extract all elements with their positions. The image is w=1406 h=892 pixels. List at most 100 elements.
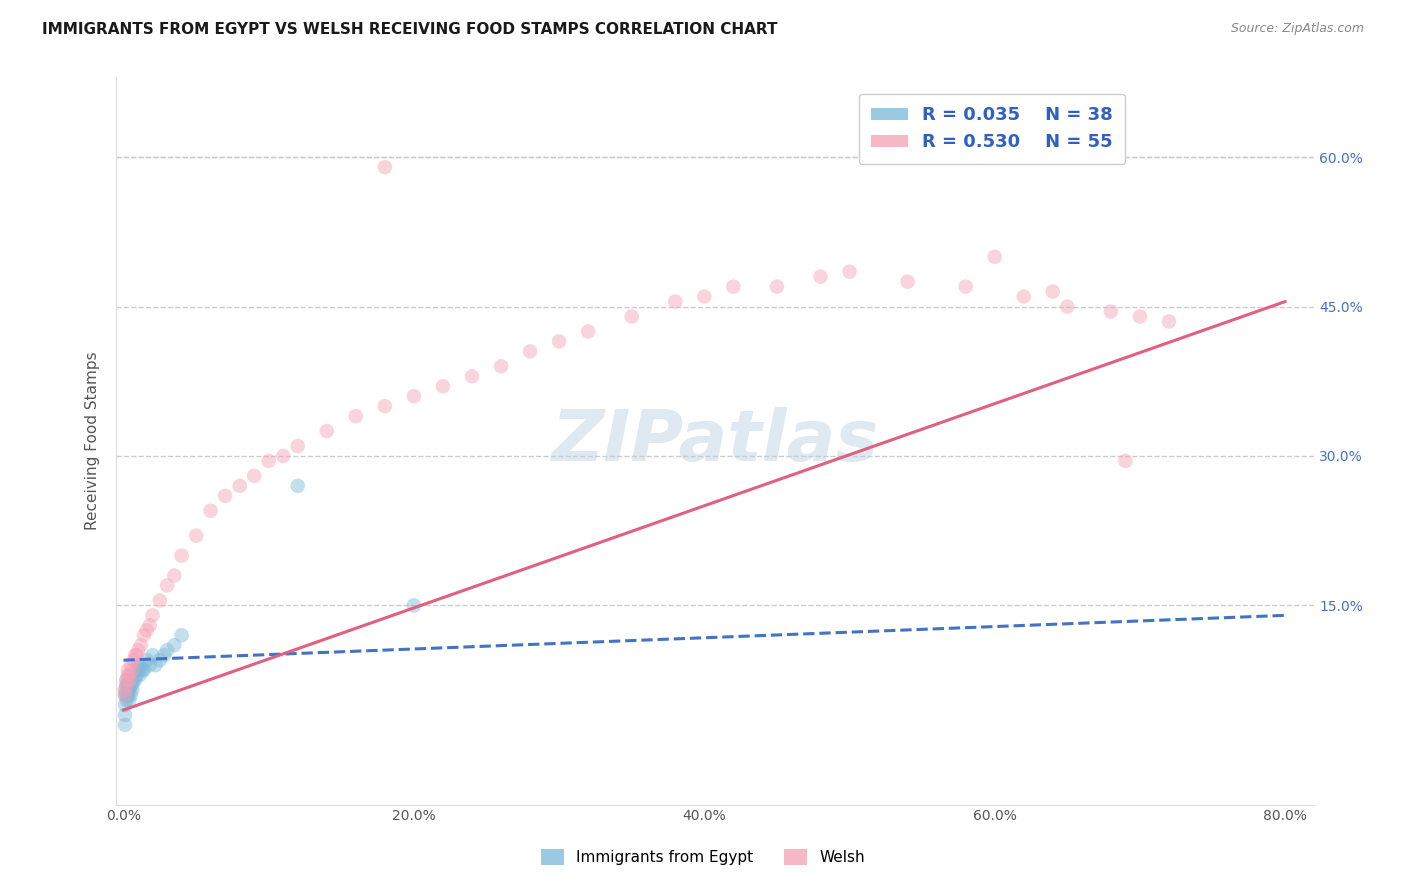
Point — [122, 673, 145, 687]
Point — [315, 424, 337, 438]
Point — [374, 160, 396, 174]
Point — [138, 618, 160, 632]
Point — [983, 250, 1005, 264]
Point — [1056, 300, 1078, 314]
Point — [163, 638, 186, 652]
Point — [156, 643, 179, 657]
Point — [121, 663, 143, 677]
Point — [124, 648, 146, 663]
Point — [135, 624, 157, 638]
Point — [114, 683, 136, 698]
Point — [170, 549, 193, 563]
Point — [115, 688, 138, 702]
Point — [149, 593, 172, 607]
Point — [838, 265, 860, 279]
Point — [117, 668, 139, 682]
Text: ZIPatlas: ZIPatlas — [551, 407, 879, 475]
Point — [374, 399, 396, 413]
Point — [118, 673, 141, 687]
Point — [114, 718, 136, 732]
Text: IMMIGRANTS FROM EGYPT VS WELSH RECEIVING FOOD STAMPS CORRELATION CHART: IMMIGRANTS FROM EGYPT VS WELSH RECEIVING… — [42, 22, 778, 37]
Point — [117, 663, 139, 677]
Point — [402, 389, 425, 403]
Point — [163, 568, 186, 582]
Point — [170, 628, 193, 642]
Point — [142, 608, 165, 623]
Point — [125, 648, 148, 663]
Point — [132, 663, 155, 677]
Point — [117, 683, 139, 698]
Point — [1114, 454, 1136, 468]
Point — [257, 454, 280, 468]
Legend: Immigrants from Egypt, Welsh: Immigrants from Egypt, Welsh — [536, 843, 870, 871]
Point — [766, 279, 789, 293]
Point — [115, 678, 138, 692]
Point — [122, 653, 145, 667]
Point — [128, 668, 150, 682]
Point — [1042, 285, 1064, 299]
Point — [124, 673, 146, 687]
Point — [955, 279, 977, 293]
Point — [115, 678, 138, 692]
Legend: R = 0.035    N = 38, R = 0.530    N = 55: R = 0.035 N = 38, R = 0.530 N = 55 — [859, 94, 1125, 164]
Point — [693, 289, 716, 303]
Point — [118, 693, 141, 707]
Y-axis label: Receiving Food Stamps: Receiving Food Stamps — [86, 351, 100, 531]
Point — [153, 648, 176, 663]
Point — [118, 668, 141, 682]
Point — [127, 643, 149, 657]
Point — [129, 658, 152, 673]
Point — [810, 269, 832, 284]
Point — [117, 678, 139, 692]
Point — [1157, 314, 1180, 328]
Point — [576, 325, 599, 339]
Point — [897, 275, 920, 289]
Point — [118, 683, 141, 698]
Point — [200, 504, 222, 518]
Point — [114, 688, 136, 702]
Point — [1129, 310, 1152, 324]
Point — [120, 688, 142, 702]
Point — [142, 648, 165, 663]
Text: Source: ZipAtlas.com: Source: ZipAtlas.com — [1230, 22, 1364, 36]
Point — [117, 688, 139, 702]
Point — [184, 529, 207, 543]
Point — [156, 578, 179, 592]
Point — [114, 698, 136, 712]
Point — [125, 668, 148, 682]
Point — [114, 688, 136, 702]
Point — [271, 449, 294, 463]
Point — [145, 658, 167, 673]
Point — [344, 409, 367, 424]
Point — [138, 658, 160, 673]
Point — [1012, 289, 1035, 303]
Point — [723, 279, 745, 293]
Point — [115, 673, 138, 687]
Point — [432, 379, 454, 393]
Point — [120, 678, 142, 692]
Point — [127, 658, 149, 673]
Point — [620, 310, 643, 324]
Point — [228, 479, 250, 493]
Point — [489, 359, 512, 374]
Point — [287, 479, 309, 493]
Point — [127, 663, 149, 677]
Point — [1099, 304, 1122, 318]
Point — [519, 344, 541, 359]
Point — [664, 294, 686, 309]
Point — [402, 599, 425, 613]
Point — [548, 334, 571, 349]
Point — [243, 469, 266, 483]
Point — [121, 678, 143, 692]
Point — [129, 638, 152, 652]
Point — [461, 369, 484, 384]
Point — [132, 628, 155, 642]
Point — [149, 653, 172, 667]
Point — [287, 439, 309, 453]
Point — [114, 708, 136, 723]
Point — [135, 653, 157, 667]
Point — [131, 663, 153, 677]
Point — [121, 683, 143, 698]
Point — [115, 673, 138, 687]
Point — [214, 489, 236, 503]
